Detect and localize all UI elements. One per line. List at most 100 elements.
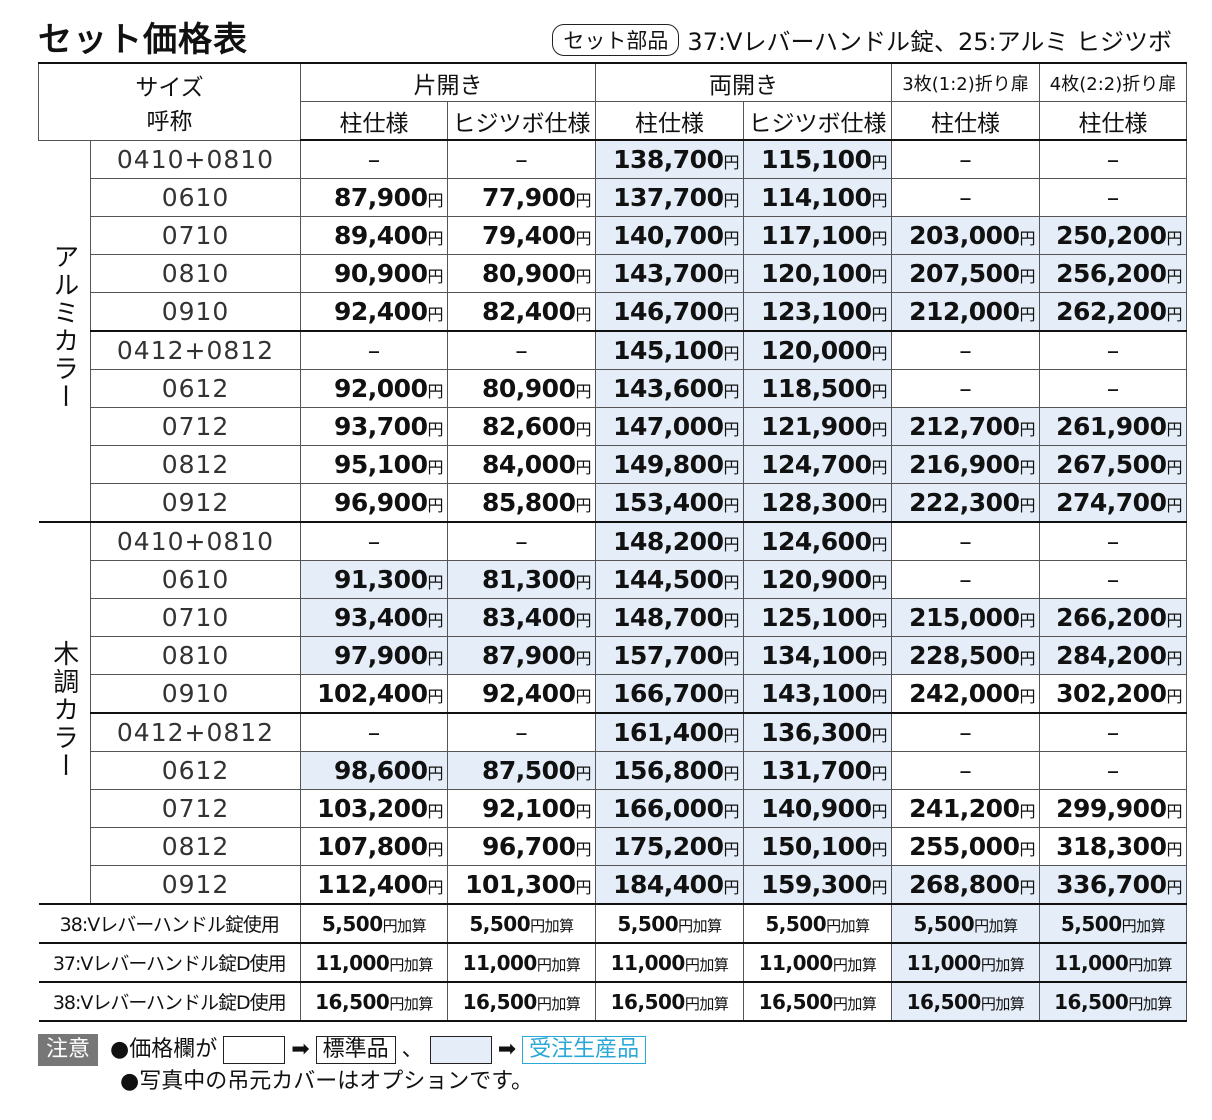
- empty-cell: –: [447, 712, 596, 752]
- price-cell: 79,400円: [447, 216, 596, 255]
- price-cell: 215,000円: [891, 598, 1040, 637]
- size-cell: 0810: [90, 254, 301, 293]
- price-row: 0612 92,000円 80,900円 143,600円 118,500円 – –: [39, 369, 1187, 408]
- price-row: 0910 102,400円 92,400円 166,700円 143,100円 242,0…: [39, 674, 1187, 714]
- price-cell: 121,900円: [743, 407, 892, 446]
- empty-cell: –: [891, 139, 1040, 179]
- price-cell: 92,400円: [300, 292, 448, 332]
- standard: 標準品: [315, 1036, 396, 1064]
- price-cell: 5,500円加算: [300, 903, 448, 944]
- price-cell: 5,500円加算: [1039, 903, 1187, 944]
- price-cell: 11,000円加算: [595, 942, 744, 983]
- section-label: アルミカラー: [38, 139, 91, 523]
- header-row: サイズ 呼称 片開き 両開き 3枚(1:2)折り扉 4枚(2:2)折り扉: [38, 62, 1187, 141]
- note-row: ●写真中の吊元カバーはオプションです。: [38, 1066, 646, 1098]
- price-row: 0812 95,100円 84,000円 149,800円 124,700円 216,90…: [39, 445, 1187, 484]
- price-cell: 96,700円: [447, 827, 596, 866]
- sub-header: ヒジツボ仕様: [447, 101, 596, 141]
- size-cell: 0910: [90, 674, 301, 714]
- price-cell: 98,600円: [300, 751, 448, 790]
- size-cell: 0912: [90, 483, 301, 523]
- sub-header: 柱仕様: [300, 101, 448, 141]
- price-cell: 124,700円: [743, 445, 892, 484]
- size-cell: 0812: [90, 827, 301, 866]
- price-cell: 82,400円: [447, 292, 596, 332]
- group-header: 4枚(2:2)折り扉: [1039, 62, 1187, 102]
- section-text: 木調カラー: [48, 639, 79, 780]
- empty-cell: –: [891, 178, 1040, 217]
- price-cell: 146,700円: [595, 292, 744, 332]
- size-cell: 0610: [90, 560, 301, 599]
- size-cell: 0910: [90, 292, 301, 332]
- price-cell: 103,200円: [300, 789, 448, 828]
- price-cell: 148,200円: [595, 521, 744, 561]
- price-cell: 284,200円: [1039, 636, 1187, 675]
- empty-cell: –: [1039, 521, 1187, 561]
- empty-cell: –: [1039, 369, 1187, 408]
- group-header: 片開き: [300, 62, 596, 102]
- empty-cell: –: [447, 139, 596, 179]
- price-cell: 175,200円: [595, 827, 744, 866]
- size-cell: 0412+0812: [90, 712, 301, 752]
- price-row: 0912 96,900円 85,800円 153,400円 128,300円 222,30…: [39, 483, 1187, 523]
- parts-label: セット部品: [552, 23, 680, 56]
- price-cell: 157,700円: [595, 636, 744, 675]
- made-to-order: 受注生産品: [522, 1036, 647, 1064]
- price-cell: 102,400円: [300, 674, 448, 714]
- price-cell: 268,800円: [891, 865, 1040, 905]
- name-label: 呼称: [146, 108, 193, 135]
- price-cell: 143,100円: [743, 674, 892, 714]
- price-cell: 212,000円: [891, 292, 1040, 332]
- price-cell: 16,500円加算: [447, 981, 596, 1022]
- price-cell: 97,900円: [300, 636, 448, 675]
- empty-cell: –: [891, 712, 1040, 752]
- empty-cell: –: [1039, 712, 1187, 752]
- size-cell: 0710: [90, 216, 301, 255]
- empty-cell: –: [1039, 330, 1187, 370]
- price-cell: 101,300円: [447, 865, 596, 905]
- notes: 注意 ●価格欄が ➡ 標準品 、 ➡ 受注生産品 ●写真中の吊元カバーはオプショ…: [38, 1034, 647, 1098]
- arrow: ➡: [497, 1037, 517, 1062]
- price-cell: 266,200円: [1039, 598, 1187, 637]
- price-row: アルミカラー 0410+0810– –138,700円 115,100円 – –: [38, 139, 1187, 523]
- size-cell: 0812: [90, 445, 301, 484]
- surcharge-label: 38:Vレバーハンドル錠使用: [38, 903, 301, 944]
- blue-box: [429, 1036, 492, 1064]
- price-cell: 143,700円: [595, 254, 744, 293]
- price-row: 0412+0812– –161,400円 136,300円 – –: [39, 712, 1187, 752]
- price-cell: 80,900円: [447, 254, 596, 293]
- price-cell: 82,600円: [447, 407, 596, 446]
- price-cell: 203,000円: [891, 216, 1040, 255]
- price-cell: 115,100円: [743, 139, 892, 179]
- surcharge-label: 37:Vレバーハンドル錠D使用: [38, 942, 301, 983]
- price-cell: 159,300円: [743, 865, 892, 905]
- price-row: 0810 90,900円 80,900円 143,700円 120,100円 207,50…: [39, 254, 1187, 293]
- empty-cell: –: [891, 521, 1040, 561]
- price-cell: 77,900円: [447, 178, 596, 217]
- price-cell: 318,300円: [1039, 827, 1187, 866]
- price-row: 0810 97,900円 87,900円 157,700円 134,100円 228,50…: [39, 636, 1187, 675]
- separator: 、: [401, 1037, 424, 1062]
- price-cell: 147,000円: [595, 407, 744, 446]
- price-cell: 143,600円: [595, 369, 744, 408]
- price-cell: 92,100円: [447, 789, 596, 828]
- price-cell: 16,500円加算: [595, 981, 744, 1022]
- empty-cell: –: [447, 330, 596, 370]
- price-cell: 131,700円: [743, 751, 892, 790]
- empty-cell: –: [300, 521, 448, 561]
- title: セット価格表: [38, 20, 248, 60]
- price-cell: 166,700円: [595, 674, 744, 714]
- sub-header: 柱仕様: [595, 101, 744, 141]
- price-cell: 87,900円: [300, 178, 448, 217]
- price-cell: 16,500円加算: [891, 981, 1040, 1022]
- price-cell: 136,300円: [743, 712, 892, 752]
- price-cell: 216,900円: [891, 445, 1040, 484]
- price-cell: 336,700円: [1039, 865, 1187, 905]
- price-cell: 241,200円: [891, 789, 1040, 828]
- surcharge-row: 38:Vレバーハンドル錠D使用 16,500円加算 16,500円加算 16,500円…: [38, 981, 1187, 1022]
- price-cell: 138,700円: [595, 139, 744, 179]
- price-cell: 89,400円: [300, 216, 448, 255]
- price-cell: 161,400円: [595, 712, 744, 752]
- size-cell: 0412+0812: [90, 330, 301, 370]
